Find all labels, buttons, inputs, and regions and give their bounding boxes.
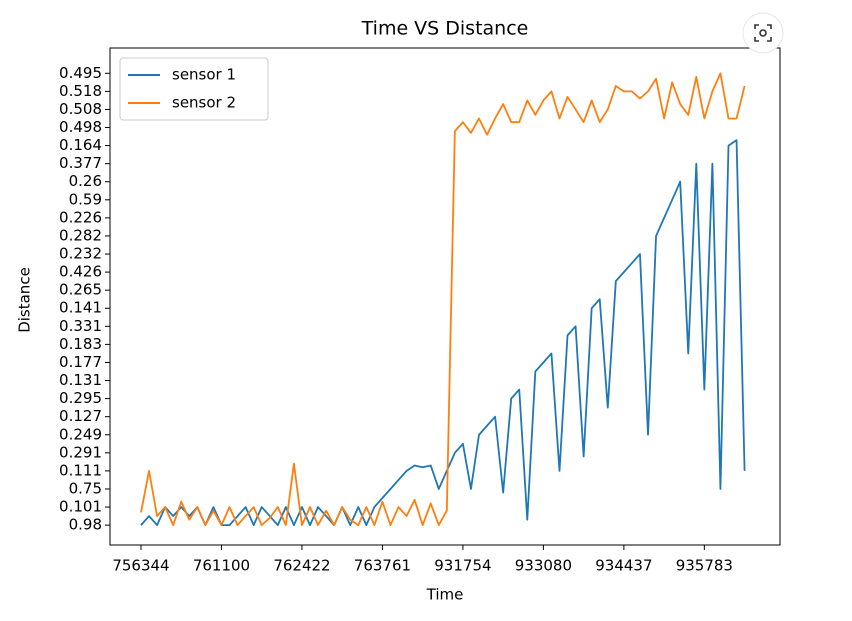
y-tick-label: 0.282 xyxy=(59,226,102,244)
button-circle[interactable] xyxy=(742,12,784,54)
y-tick-label: 0.331 xyxy=(59,317,102,335)
legend-label: sensor 2 xyxy=(172,94,236,112)
y-tick-label: 0.232 xyxy=(59,245,102,263)
plot-frame xyxy=(109,47,781,546)
x-tick-label: 762422 xyxy=(273,557,330,575)
y-tick-label: 0.426 xyxy=(59,263,102,281)
y-tick-label: 0.127 xyxy=(59,407,102,425)
series-line xyxy=(140,72,746,527)
x-tick-label: 761100 xyxy=(193,557,250,575)
legend: sensor 1 sensor 2 xyxy=(119,57,269,121)
y-tick-label: 0.75 xyxy=(69,479,102,497)
y-tick-label: 0.111 xyxy=(59,461,102,479)
y-tick-label: 0.249 xyxy=(59,425,102,443)
x-axis-label: Time xyxy=(426,586,464,604)
y-tick-label: 0.508 xyxy=(59,100,102,118)
button-icon xyxy=(754,24,772,42)
y-tick-label: 0.131 xyxy=(59,371,102,389)
x-tick-label: 931754 xyxy=(434,557,491,575)
button-icon-dot xyxy=(759,29,767,37)
y-tick-label: 0.518 xyxy=(59,82,102,100)
series-line xyxy=(140,139,746,527)
x-tick-label: 933080 xyxy=(515,557,572,575)
x-tick-label: 935783 xyxy=(676,557,733,575)
y-tick-label: 0.164 xyxy=(59,136,102,154)
y-tick-label: 0.26 xyxy=(69,172,102,190)
x-tick-label: 934437 xyxy=(595,557,652,575)
x-tick-label: 756344 xyxy=(112,557,169,575)
y-tick-label: 0.265 xyxy=(59,281,102,299)
y-tick-label: 0.141 xyxy=(59,299,102,317)
y-tick-label: 0.291 xyxy=(59,443,102,461)
y-tick-label: 0.295 xyxy=(59,389,102,407)
expand-button[interactable] xyxy=(742,12,784,54)
y-tick-label: 0.98 xyxy=(69,516,102,534)
legend-box xyxy=(119,57,269,121)
y-tick-label: 0.498 xyxy=(59,118,102,136)
y-axis-label: Distance xyxy=(16,267,34,333)
y-tick-label: 0.495 xyxy=(59,64,102,82)
y-tick-label: 0.101 xyxy=(59,498,102,516)
y-tick-label: 0.177 xyxy=(59,353,102,371)
y-tick-label: 0.59 xyxy=(69,190,102,208)
y-tick-label: 0.183 xyxy=(59,335,102,353)
legend-label: sensor 1 xyxy=(172,66,236,84)
x-tick-label: 763761 xyxy=(354,557,411,575)
y-tick-label: 0.377 xyxy=(59,154,102,172)
y-tick-label: 0.226 xyxy=(59,208,102,226)
chart-title: Time VS Distance xyxy=(361,18,529,40)
